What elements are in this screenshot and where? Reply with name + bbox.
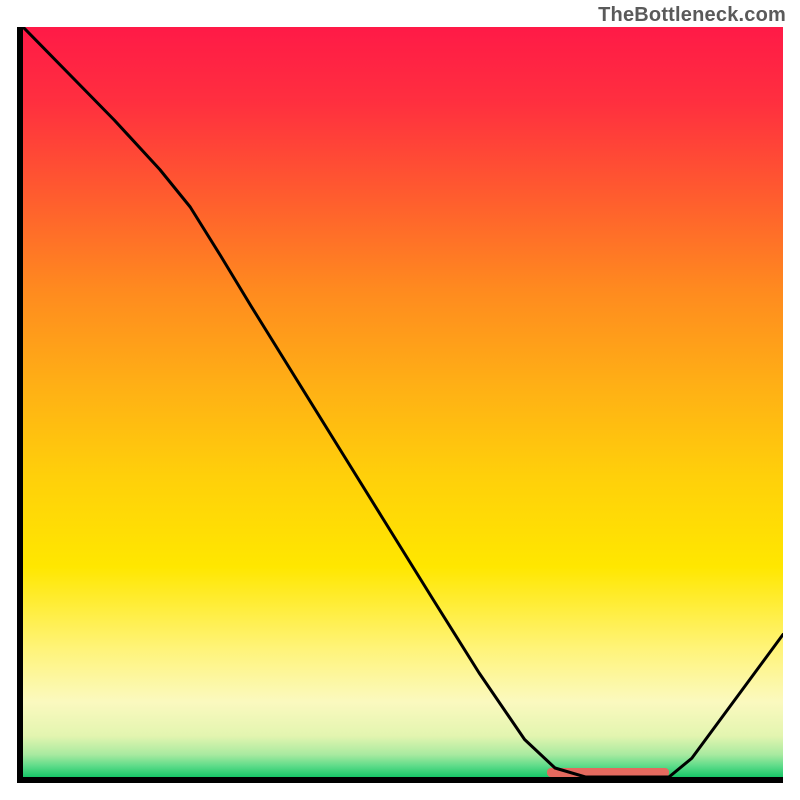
watermark-text: TheBottleneck.com xyxy=(598,4,786,27)
line-curve xyxy=(23,27,783,777)
plot-inner xyxy=(23,27,783,777)
curve-path xyxy=(23,27,783,777)
chart-root: { "meta": { "watermark_text": "TheBottle… xyxy=(0,0,800,800)
plot-area xyxy=(17,27,783,783)
